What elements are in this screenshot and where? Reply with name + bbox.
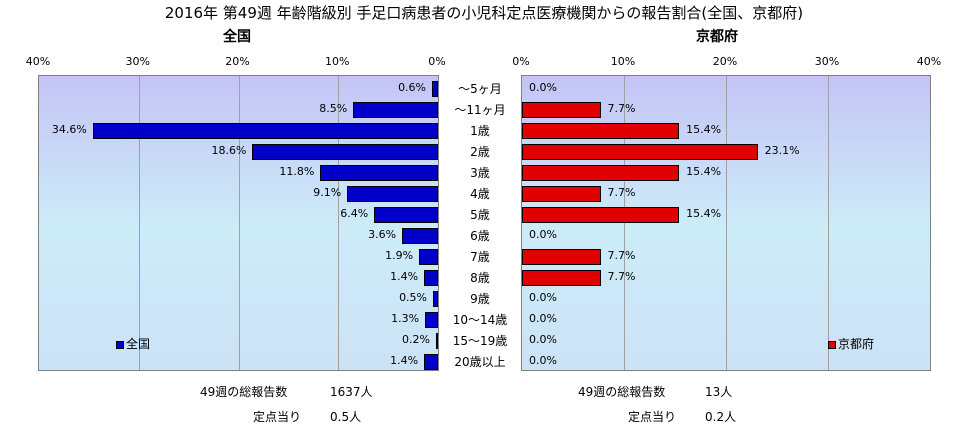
national-gridline [138,76,140,370]
national-total-value: 1637人 [330,385,373,399]
kyoto-bar [522,123,680,139]
national-per-label: 定点当り [253,410,302,424]
national-bar [433,291,438,307]
category-label: 6歳 [470,229,490,243]
kyoto-per-label: 定点当り [628,410,677,424]
category-label: 1歳 [470,124,490,138]
national-total-label: 49週の総報告数 [200,385,288,399]
national-chart-title: 全国 [223,29,251,45]
national-x-tick: 10% [325,55,350,68]
national-value-label: 34.6% [51,123,87,136]
kyoto-value-label: 7.7% [607,270,636,283]
national-x-tick: 40% [25,55,51,68]
kyoto-value-label: 7.7% [607,102,636,115]
kyoto-bar [522,165,680,181]
kyoto-x-tick: 30% [814,55,840,68]
kyoto-bar [522,207,680,223]
kyoto-plot-area [521,75,931,371]
national-value-label: 11.8% [279,165,315,178]
national-bar [353,102,438,118]
kyoto-bar [522,102,601,118]
kyoto-legend: 京都府 [828,335,874,352]
national-value-label: 0.2% [402,333,430,346]
category-label: 10～14歳 [452,313,508,327]
national-bar [436,333,438,349]
national-value-label: 1.3% [391,312,420,325]
national-value-label: 3.6% [368,228,397,241]
kyoto-total-label: 49週の総報告数 [578,385,666,399]
kyoto-value-label: 7.7% [607,249,636,262]
kyoto-value-label: 23.1% [764,144,800,157]
national-value-label: 6.4% [340,207,369,220]
national-bar [252,144,438,160]
national-bar [92,123,438,139]
kyoto-value-label: 0.0% [529,291,557,304]
kyoto-gridline [828,76,829,370]
kyoto-bar [522,186,601,202]
national-value-label: 0.6% [398,81,427,94]
kyoto-total-value: 13人 [705,385,733,399]
kyoto-bar [522,249,601,265]
category-label: ～11ヶ月 [454,103,506,117]
kyoto-x-tick: 0% [512,55,530,68]
kyoto-value-label: 0.0% [529,354,557,367]
kyoto-value-label: 0.0% [529,81,557,94]
category-label: 15～19歳 [452,334,508,348]
national-bar [424,270,438,286]
national-value-label: 18.6% [211,144,247,157]
category-label: 8歳 [470,271,490,285]
national-bar [424,354,438,370]
national-bar [402,228,438,244]
kyoto-chart-title: 京都府 [696,29,738,45]
kyoto-value-label: 15.4% [686,123,722,136]
category-label: 4歳 [470,187,490,201]
category-label: 3歳 [470,166,490,180]
kyoto-x-tick: 10% [610,55,636,68]
national-bar [419,249,438,265]
chart-title: 2016年 第49週 年齢階級別 手足口病患者の小児科定点医療機関からの報告割合… [164,4,804,22]
national-per-value: 0.5人 [330,410,362,424]
kyoto-value-label: 0.0% [529,228,557,241]
category-label: ～5ヶ月 [458,82,502,96]
category-label: 2歳 [470,145,490,159]
national-bar [432,81,438,97]
national-bar [425,312,438,328]
kyoto-x-tick: 40% [916,55,942,68]
kyoto-value-label: 15.4% [686,165,722,178]
kyoto-value-label: 0.0% [529,312,557,325]
national-value-label: 1.4% [390,270,419,283]
kyoto-value-label: 0.0% [529,333,557,346]
kyoto-value-label: 7.7% [607,186,636,199]
national-x-tick: 20% [225,55,250,68]
national-x-tick: 0% [428,55,446,68]
national-value-label: 0.5% [399,291,428,304]
kyoto-bar [522,144,758,160]
national-bar [320,165,438,181]
category-label: 9歳 [470,292,490,306]
national-value-label: 1.9% [385,249,414,262]
category-label: 5歳 [470,208,490,222]
national-legend-swatch [116,340,124,349]
kyoto-bar [522,270,601,286]
kyoto-legend-swatch [828,340,836,349]
national-bar [374,207,438,223]
category-label: 7歳 [470,250,490,264]
kyoto-gridline [624,76,625,370]
national-legend-label: 全国 [126,337,151,351]
national-value-label: 8.5% [319,102,348,115]
national-bar [347,186,438,202]
kyoto-value-label: 15.4% [686,207,722,220]
kyoto-legend-label: 京都府 [838,337,875,351]
national-legend: 全国 [116,335,150,352]
national-value-label: 9.1% [313,186,342,199]
national-value-label: 1.4% [390,354,419,367]
national-x-tick: 30% [125,55,150,68]
kyoto-x-tick: 20% [712,55,738,68]
kyoto-per-value: 0.2人 [705,410,737,424]
national-gridline [238,76,240,370]
national-gridline [338,76,340,370]
kyoto-gridline [726,76,727,370]
national-plot-area [38,75,439,371]
category-label: 20歳以上 [454,355,506,369]
